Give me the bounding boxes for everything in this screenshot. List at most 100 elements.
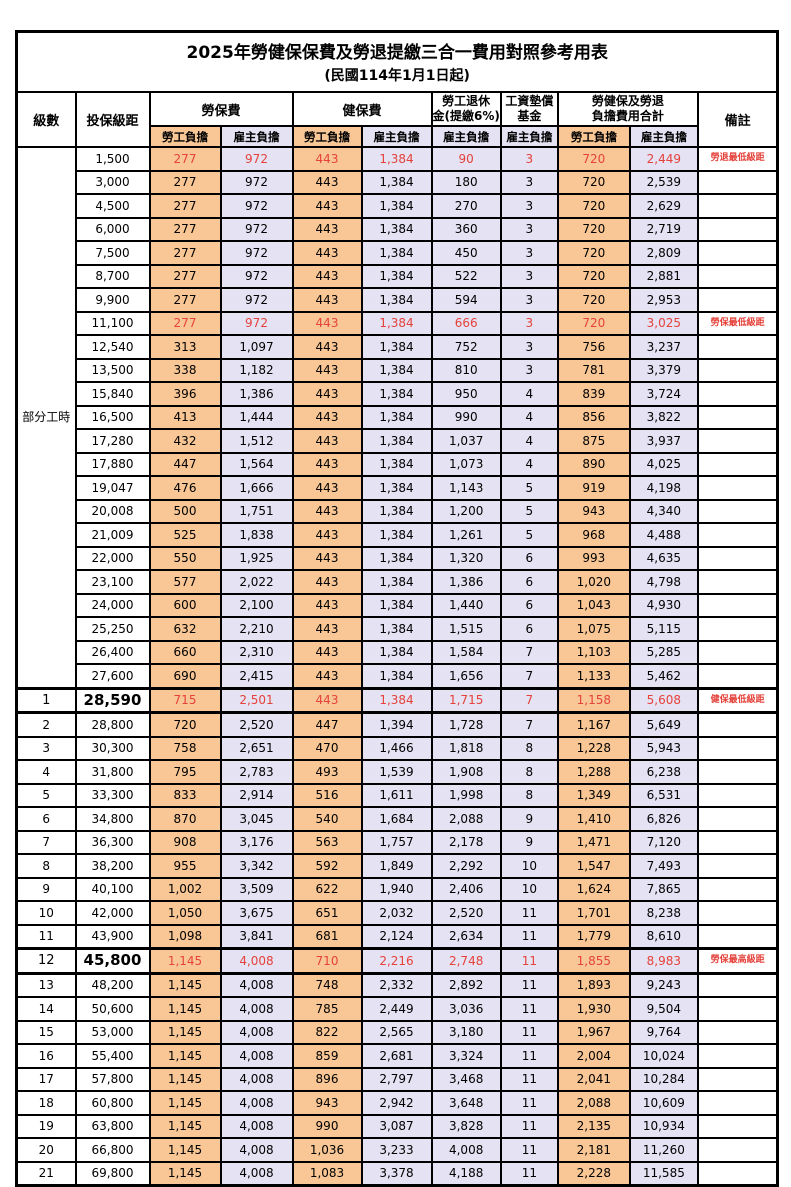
- cell-level: 7: [15, 829, 77, 855]
- col-header-pension: 勞工退休 金(提繳6%): [430, 91, 502, 127]
- cell-labor-employee: 277: [148, 193, 222, 219]
- cell-total-employee: 2,181: [556, 1137, 631, 1163]
- cell-bracket: 48,200: [74, 972, 151, 998]
- cell-health-employee: 443: [291, 616, 363, 642]
- table-row: 7 36,300 908 3,176 563 1,757 2,178 9 1,471 7,120: [15, 829, 779, 855]
- cell-pension-employer: 990: [430, 404, 502, 430]
- cell-total-employer: 4,198: [628, 475, 699, 501]
- cell-remark: [696, 428, 779, 454]
- cell-wage-fund-employer: 5: [499, 522, 559, 548]
- cell-remark: 勞保最高級距: [696, 947, 779, 975]
- cell-wage-fund-employer: 8: [499, 735, 559, 761]
- cell-level: 14: [15, 996, 77, 1022]
- cell-total-employee: 720: [556, 193, 631, 219]
- cell-total-employee: 839: [556, 381, 631, 407]
- cell-wage-fund-employer: 3: [499, 334, 559, 360]
- cell-wage-fund-employer: 5: [499, 475, 559, 501]
- cell-labor-employer: 2,415: [219, 663, 294, 689]
- cell-health-employee: 990: [291, 1113, 363, 1139]
- cell-total-employee: 720: [556, 240, 631, 266]
- cell-total-employer: 2,953: [628, 287, 699, 313]
- cell-wage-fund-employer: 11: [499, 1090, 559, 1116]
- cell-total-employer: 10,024: [628, 1043, 699, 1069]
- col-header-bracket: 投保級距: [74, 91, 151, 148]
- table-row: 8,700 277 972 443 1,384 522 3 720 2,881: [17, 263, 779, 289]
- cell-total-employee: 1,471: [556, 829, 631, 855]
- cell-health-employer: 1,384: [360, 193, 433, 219]
- cell-health-employee: 443: [291, 522, 363, 548]
- cell-total-employer: 8,238: [628, 900, 699, 926]
- cell-labor-employee: 413: [148, 404, 222, 430]
- cell-labor-employee: 277: [148, 216, 222, 242]
- cell-level: 9: [15, 876, 77, 902]
- cell-total-employer: 7,865: [628, 876, 699, 902]
- cell-health-employee: 516: [291, 782, 363, 808]
- cell-remark: [696, 334, 779, 360]
- cell-total-employee: 1,349: [556, 782, 631, 808]
- cell-health-employee: 443: [291, 451, 363, 477]
- cell-pension-employer: 180: [430, 169, 502, 195]
- cell-health-employee: 443: [291, 263, 363, 289]
- cell-pension-employer: 666: [430, 310, 502, 336]
- col-header-remark: 備註: [696, 91, 779, 148]
- total-header-line1: 勞健保及勞退: [591, 94, 664, 108]
- cell-bracket: 28,800: [74, 711, 151, 738]
- cell-wage-fund-employer: 7: [499, 663, 559, 689]
- cell-health-employer: 1,384: [360, 263, 433, 289]
- cell-total-employer: 3,937: [628, 428, 699, 454]
- cell-pension-employer: 2,520: [430, 900, 502, 926]
- cell-labor-employee: 1,145: [148, 1019, 222, 1045]
- cell-labor-employee: 632: [148, 616, 222, 642]
- table-body: 部分工時 1,500 277 972 443 1,384 90 3 720 2,449 勞退最低級距…: [15, 146, 779, 1187]
- cell-wage-fund-employer: 3: [499, 287, 559, 313]
- cell-remark: [696, 876, 779, 902]
- cell-total-employer: 9,243: [628, 972, 699, 998]
- cell-total-employer: 10,934: [628, 1113, 699, 1139]
- table-title-cell: 2025年勞健保保費及勞退提繳三合一費用對照參考用表 (民國114年1月1日起): [15, 30, 779, 93]
- cell-total-employer: 10,609: [628, 1090, 699, 1116]
- cell-bracket: 34,800: [74, 806, 151, 832]
- cell-total-employee: 720: [556, 287, 631, 313]
- cell-level: 21: [15, 1160, 77, 1187]
- cell-labor-employee: 758: [148, 735, 222, 761]
- cell-labor-employer: 2,914: [219, 782, 294, 808]
- table-row: 17,280 432 1,512 443 1,384 1,037 4 875 3,937: [17, 428, 779, 454]
- cell-level: 2: [15, 711, 77, 738]
- table-row: 19 63,800 1,145 4,008 990 3,087 3,828 11 2,135 10…: [15, 1113, 779, 1139]
- cell-labor-employee: 600: [148, 592, 222, 618]
- cell-labor-employer: 1,751: [219, 498, 294, 524]
- cell-bracket: 9,900: [74, 287, 151, 313]
- cell-total-employer: 9,504: [628, 996, 699, 1022]
- cell-total-employer: 2,809: [628, 240, 699, 266]
- cell-labor-employee: 277: [148, 146, 222, 172]
- cell-total-employee: 1,779: [556, 923, 631, 950]
- cell-total-employee: 1,967: [556, 1019, 631, 1045]
- table-row: 9,900 277 972 443 1,384 594 3 720 2,953: [17, 287, 779, 313]
- cell-bracket: 24,000: [74, 592, 151, 618]
- cell-labor-employer: 3,342: [219, 853, 294, 879]
- cell-total-employee: 1,133: [556, 663, 631, 689]
- cell-health-employee: 493: [291, 759, 363, 785]
- cell-total-employer: 2,629: [628, 193, 699, 219]
- cell-pension-employer: 1,143: [430, 475, 502, 501]
- cell-labor-employer: 1,097: [219, 334, 294, 360]
- cell-total-employer: 4,025: [628, 451, 699, 477]
- cell-bracket: 28,590: [74, 686, 151, 714]
- cell-labor-employee: 833: [148, 782, 222, 808]
- cell-bracket: 6,000: [74, 216, 151, 242]
- table-row: 11,100 277 972 443 1,384 666 3 720 3,025 勞保最低級距: [17, 310, 779, 336]
- cell-total-employee: 2,228: [556, 1160, 631, 1187]
- cell-health-employer: 1,539: [360, 759, 433, 785]
- cell-remark: [696, 1043, 779, 1069]
- cell-level: 10: [15, 900, 77, 926]
- cell-health-employee: 443: [291, 428, 363, 454]
- cell-labor-employer: 3,045: [219, 806, 294, 832]
- cell-wage-fund-employer: 6: [499, 592, 559, 618]
- cell-remark: [696, 193, 779, 219]
- cell-total-employee: 968: [556, 522, 631, 548]
- cell-pension-employer: 2,748: [430, 947, 502, 975]
- cell-total-employee: 720: [556, 146, 631, 172]
- cell-bracket: 38,200: [74, 853, 151, 879]
- cell-total-employer: 3,822: [628, 404, 699, 430]
- cell-health-employee: 470: [291, 735, 363, 761]
